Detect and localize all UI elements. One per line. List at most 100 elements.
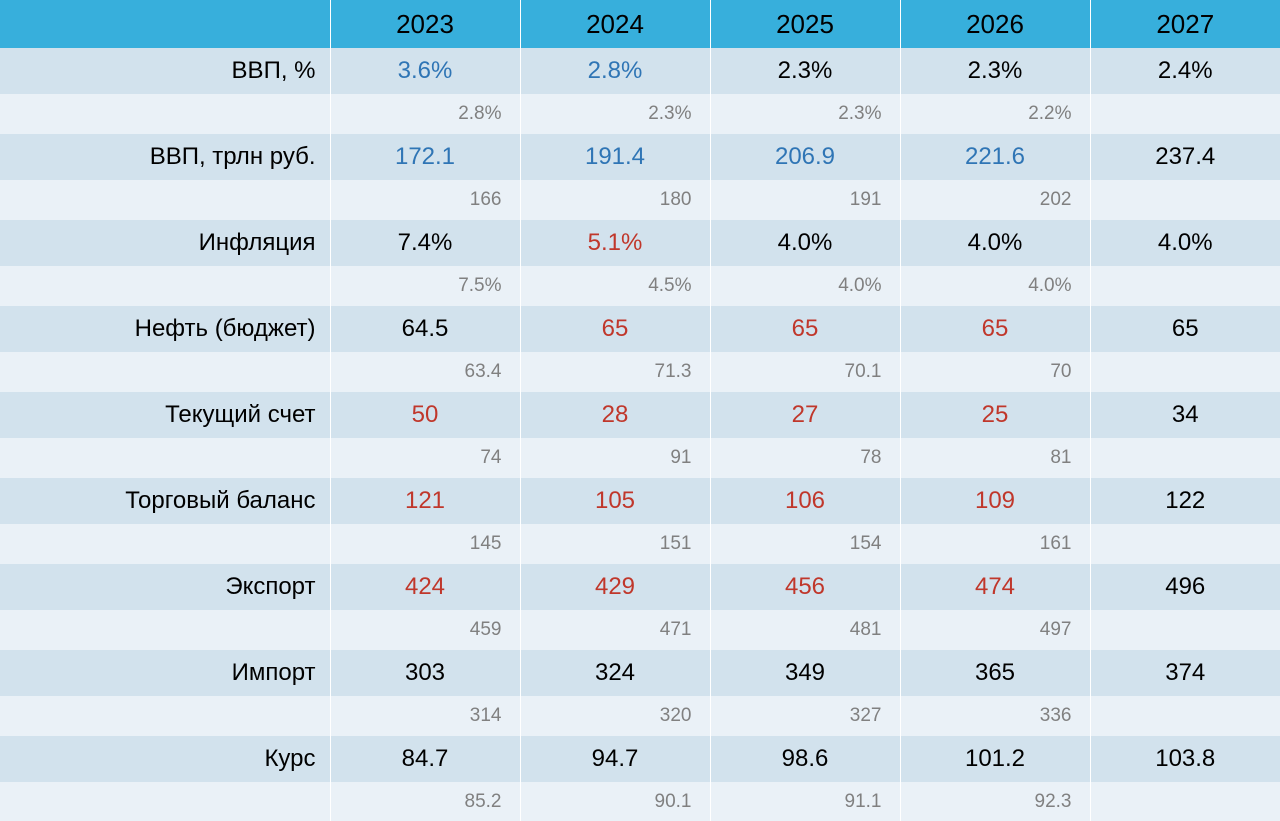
row-label: Торговый баланс: [0, 478, 330, 524]
subrow-blank: [0, 610, 330, 650]
cell-value: 64.5: [330, 306, 520, 352]
subrow-blank: [0, 524, 330, 564]
cell-value: 206.9: [710, 134, 900, 180]
cell-subvalue: 7.5%: [330, 266, 520, 306]
cell-value: 424: [330, 564, 520, 610]
row-label: Нефть (бюджет): [0, 306, 330, 352]
cell-value: 109: [900, 478, 1090, 524]
cell-value: 2.3%: [710, 48, 900, 94]
cell-value: 3.6%: [330, 48, 520, 94]
cell-subvalue: 71.3: [520, 352, 710, 392]
row-label: ВВП, %: [0, 48, 330, 94]
table-subrow: 166180191202: [0, 180, 1280, 220]
row-label: Импорт: [0, 650, 330, 696]
cell-subvalue: 320: [520, 696, 710, 736]
cell-value: 34: [1090, 392, 1280, 438]
cell-value: 121: [330, 478, 520, 524]
cell-value: 65: [900, 306, 1090, 352]
subrow-blank: [0, 180, 330, 220]
row-label: ВВП, трлн руб.: [0, 134, 330, 180]
cell-subvalue: [1090, 524, 1280, 564]
cell-value: 456: [710, 564, 900, 610]
table-subrow: 314320327336: [0, 696, 1280, 736]
subrow-blank: [0, 94, 330, 134]
cell-subvalue: 2.8%: [330, 94, 520, 134]
table-subrow: 74917881: [0, 438, 1280, 478]
cell-value: 7.4%: [330, 220, 520, 266]
cell-subvalue: 166: [330, 180, 520, 220]
cell-subvalue: 497: [900, 610, 1090, 650]
cell-subvalue: [1090, 266, 1280, 306]
cell-value: 303: [330, 650, 520, 696]
cell-value: 84.7: [330, 736, 520, 782]
cell-subvalue: 314: [330, 696, 520, 736]
cell-value: 374: [1090, 650, 1280, 696]
cell-subvalue: [1090, 352, 1280, 392]
cell-value: 98.6: [710, 736, 900, 782]
cell-value: 2.8%: [520, 48, 710, 94]
cell-subvalue: 4.5%: [520, 266, 710, 306]
cell-subvalue: [1090, 696, 1280, 736]
cell-subvalue: 202: [900, 180, 1090, 220]
cell-value: 103.8: [1090, 736, 1280, 782]
cell-subvalue: 92.3: [900, 782, 1090, 821]
cell-value: 4.0%: [1090, 220, 1280, 266]
header-row: 20232024202520262027: [0, 0, 1280, 48]
cell-value: 349: [710, 650, 900, 696]
cell-subvalue: 161: [900, 524, 1090, 564]
cell-value: 65: [1090, 306, 1280, 352]
table-subrow: 7.5%4.5%4.0%4.0%: [0, 266, 1280, 306]
header-year: 2024: [520, 0, 710, 48]
table-subrow: 2.8%2.3%2.3%2.2%: [0, 94, 1280, 134]
table-subrow: 459471481497: [0, 610, 1280, 650]
cell-value: 65: [710, 306, 900, 352]
cell-value: 101.2: [900, 736, 1090, 782]
table-row: ВВП, трлн руб.172.1191.4206.9221.6237.4: [0, 134, 1280, 180]
cell-subvalue: 145: [330, 524, 520, 564]
cell-value: 4.0%: [710, 220, 900, 266]
subrow-blank: [0, 438, 330, 478]
row-label: Инфляция: [0, 220, 330, 266]
cell-subvalue: 191: [710, 180, 900, 220]
cell-subvalue: [1090, 180, 1280, 220]
cell-value: 106: [710, 478, 900, 524]
cell-value: 28: [520, 392, 710, 438]
cell-subvalue: 91.1: [710, 782, 900, 821]
cell-value: 2.3%: [900, 48, 1090, 94]
table-row: Торговый баланс121105106109122: [0, 478, 1280, 524]
cell-subvalue: 91: [520, 438, 710, 478]
cell-subvalue: 90.1: [520, 782, 710, 821]
cell-subvalue: 481: [710, 610, 900, 650]
cell-value: 324: [520, 650, 710, 696]
subrow-blank: [0, 782, 330, 821]
cell-value: 50: [330, 392, 520, 438]
cell-subvalue: [1090, 782, 1280, 821]
cell-subvalue: 2.3%: [520, 94, 710, 134]
cell-subvalue: 2.3%: [710, 94, 900, 134]
cell-value: 2.4%: [1090, 48, 1280, 94]
cell-subvalue: 336: [900, 696, 1090, 736]
cell-subvalue: 180: [520, 180, 710, 220]
cell-value: 221.6: [900, 134, 1090, 180]
cell-subvalue: 74: [330, 438, 520, 478]
cell-subvalue: 70: [900, 352, 1090, 392]
header-year: 2025: [710, 0, 900, 48]
cell-subvalue: 151: [520, 524, 710, 564]
cell-value: 474: [900, 564, 1090, 610]
cell-subvalue: 327: [710, 696, 900, 736]
cell-value: 172.1: [330, 134, 520, 180]
cell-subvalue: 2.2%: [900, 94, 1090, 134]
cell-value: 25: [900, 392, 1090, 438]
cell-subvalue: 4.0%: [710, 266, 900, 306]
header-year: 2026: [900, 0, 1090, 48]
cell-subvalue: 4.0%: [900, 266, 1090, 306]
cell-subvalue: [1090, 610, 1280, 650]
subrow-blank: [0, 696, 330, 736]
header-year: 2023: [330, 0, 520, 48]
cell-value: 496: [1090, 564, 1280, 610]
row-label: Экспорт: [0, 564, 330, 610]
header-year: 2027: [1090, 0, 1280, 48]
cell-value: 365: [900, 650, 1090, 696]
cell-subvalue: 63.4: [330, 352, 520, 392]
cell-subvalue: [1090, 94, 1280, 134]
